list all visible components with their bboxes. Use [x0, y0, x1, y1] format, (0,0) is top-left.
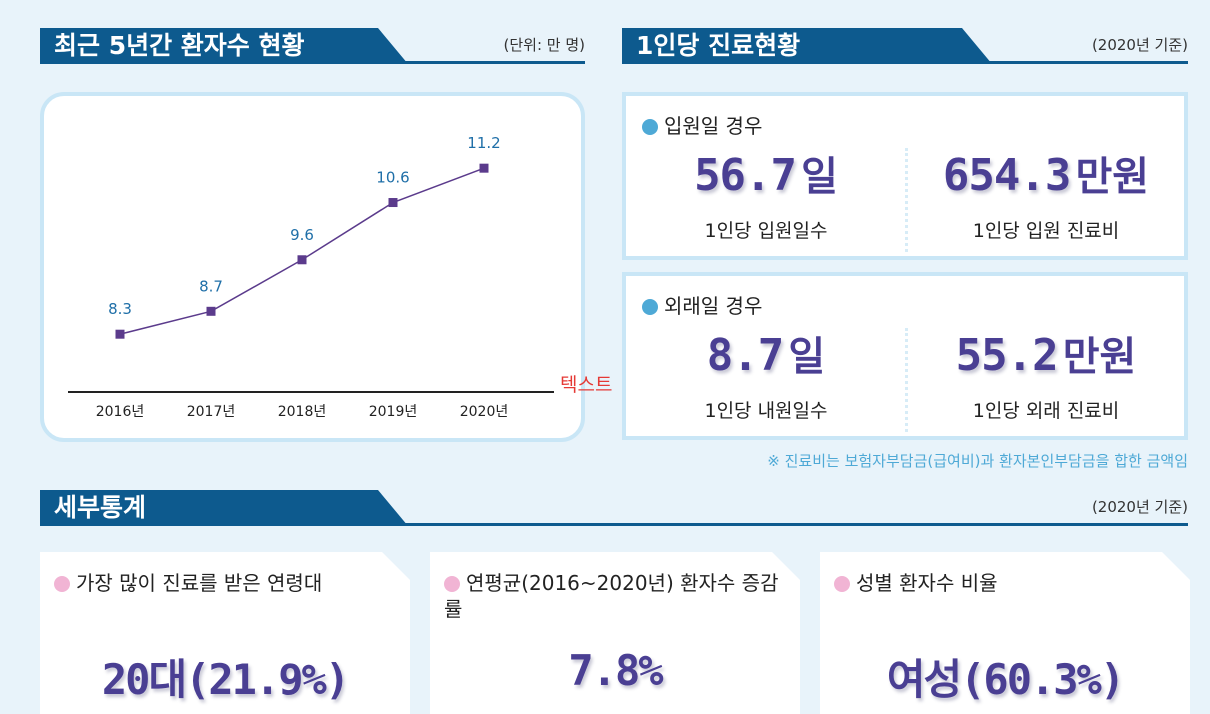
- data-label: 11.2: [467, 134, 500, 152]
- data-label: 9.6: [290, 226, 314, 244]
- outpatient-days-unit: 일: [788, 334, 826, 380]
- x-tick-label: 2018년: [278, 404, 327, 420]
- bullet-dot-icon: [834, 576, 850, 592]
- inpatient-days: 56.7 일 1인당 입원일수: [626, 144, 906, 243]
- details-section-title: 세부통계: [40, 490, 408, 526]
- data-label: 8.3: [108, 300, 132, 318]
- per-person-section-header: 1인당 진료현황 (2020년 기준): [622, 28, 1188, 64]
- detail-card-gender-ratio: 성별 환자수 비율 여성(60.3%): [820, 552, 1190, 714]
- outpatient-days: 8.7 일 1인당 내원일수: [626, 324, 906, 423]
- divider: [905, 328, 908, 432]
- details-section-header: 세부통계 (2020년 기준): [40, 490, 1188, 526]
- side-text-label: 텍스트: [560, 374, 613, 396]
- data-point: [206, 306, 216, 316]
- outpatient-cost-unit: 만원: [1062, 334, 1137, 380]
- trend-unit-note: (단위: 만 명): [503, 36, 586, 54]
- detail-card-growth-rate: 연평균(2016~2020년) 환자수 증감률 7.8%: [430, 552, 800, 714]
- inpatient-cost-caption: 1인당 입원 진료비: [972, 220, 1120, 242]
- cost-footnote: ※ 진료비는 보험자부담금(급여비)과 환자본인부담금을 합한 금액임: [767, 452, 1188, 470]
- per-person-basis-note: (2020년 기준): [1091, 36, 1188, 54]
- outpatient-days-value: 8.7: [706, 330, 784, 381]
- data-point: [115, 329, 125, 339]
- detail-card-title: 연평균(2016~2020년) 환자수 증감률: [444, 571, 779, 621]
- bullet-dot-icon: [54, 576, 70, 592]
- trend-section-title: 최근 5년간 환자수 현황: [40, 28, 408, 64]
- outpatient-cost-caption: 1인당 외래 진료비: [972, 400, 1120, 422]
- inpatient-cost: 654.3 만원 1인당 입원 진료비: [906, 144, 1186, 243]
- detail-card-value: 여성(60.3%): [886, 655, 1124, 704]
- inpatient-days-unit: 일: [801, 154, 838, 200]
- patient-trend-chart-svg: 8.3 2016년 8.7 2017년 9.6 2018년 10.6 2019년 11.2 202…: [68, 134, 554, 420]
- divider: [905, 148, 908, 252]
- inpatient-days-caption: 1인당 입원일수: [704, 220, 828, 242]
- bullet-dot-icon: [642, 119, 658, 135]
- details-basis-note: (2020년 기준): [1091, 498, 1188, 516]
- inpatient-cost-unit: 만원: [1075, 154, 1150, 200]
- x-tick-label: 2019년: [369, 404, 418, 420]
- detail-card-title: 성별 환자수 비율: [834, 570, 1174, 596]
- data-label: 10.6: [376, 169, 409, 187]
- bullet-dot-icon: [444, 576, 460, 592]
- outpatient-box: 외래일 경우 8.7 일 1인당 내원일수 55.2 만원 1인당 외래 진료비: [622, 272, 1188, 440]
- data-point: [479, 163, 489, 173]
- data-point: [297, 255, 307, 265]
- detail-card-value: 20대(21.9%): [101, 655, 349, 704]
- inpatient-cost-value: 654.3: [942, 150, 1071, 201]
- inpatient-days-value: 56.7: [694, 150, 797, 201]
- detail-card-age-group: 가장 많이 진료를 받은 연령대 20대(21.9%): [40, 552, 410, 714]
- outpatient-days-caption: 1인당 내원일수: [704, 400, 828, 422]
- outpatient-cost-value: 55.2: [955, 330, 1059, 381]
- x-tick-label: 2016년: [96, 404, 145, 420]
- patient-trend-chart: 8.3 2016년 8.7 2017년 9.6 2018년 10.6 2019년 11.2 202…: [40, 92, 585, 442]
- inpatient-title: 입원일 경우: [642, 110, 762, 139]
- detail-card-value: 7.8%: [568, 646, 662, 695]
- inpatient-box: 입원일 경우 56.7 일 1인당 입원일수 654.3 만원 1인당 입원 진…: [622, 92, 1188, 260]
- series-line: [119, 167, 485, 335]
- outpatient-cost: 55.2 만원 1인당 외래 진료비: [906, 324, 1186, 423]
- bullet-dot-icon: [642, 299, 658, 315]
- trend-section-header: 최근 5년간 환자수 현황 (단위: 만 명): [40, 28, 585, 64]
- x-tick-label: 2017년: [187, 404, 236, 420]
- per-person-section-title: 1인당 진료현황: [622, 28, 992, 64]
- data-point: [388, 198, 398, 208]
- data-label: 8.7: [199, 277, 223, 295]
- detail-card-title: 가장 많이 진료를 받은 연령대: [54, 570, 394, 596]
- x-tick-label: 2020년: [460, 404, 509, 420]
- outpatient-title: 외래일 경우: [642, 290, 762, 319]
